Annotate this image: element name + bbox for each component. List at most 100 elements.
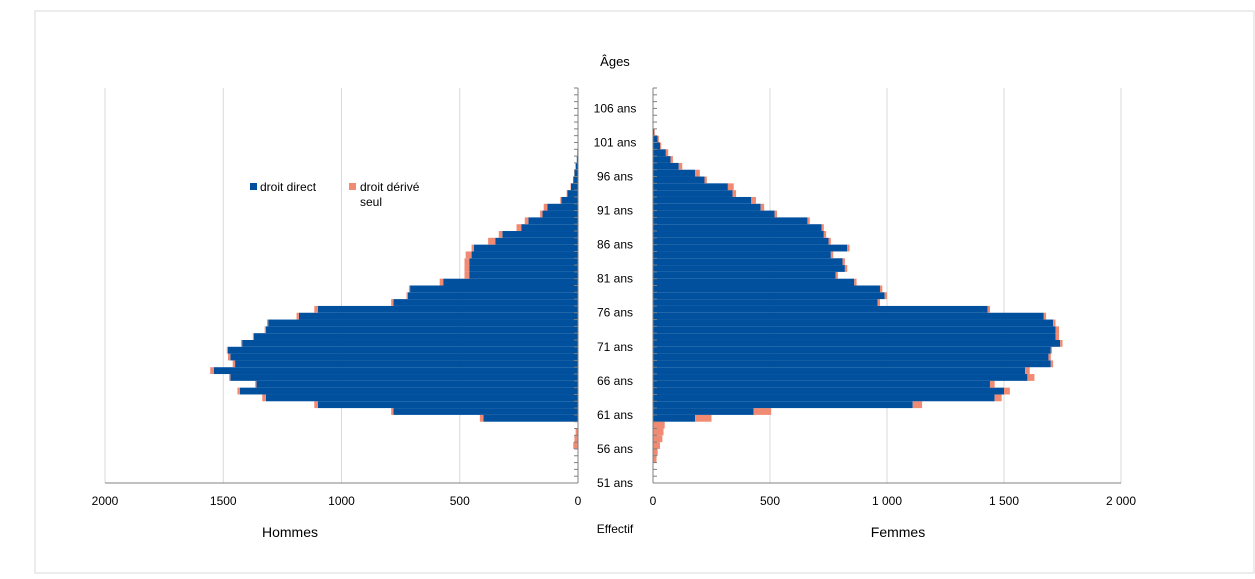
bar-women-direct [653,299,878,306]
bar-men-direct [502,231,578,238]
bar-women-direct [653,170,695,177]
bar-women-derived [843,258,845,265]
bar-men-derived [464,265,469,272]
bar-men-direct [240,388,578,395]
bar-women-direct [653,156,671,163]
bar-men-direct [547,204,578,211]
bar-women-direct [653,258,843,265]
bar-women-direct [653,408,754,415]
bar-women-derived [990,381,995,388]
bar-women-derived [847,245,849,252]
bar-women-derived [733,190,737,197]
bar-men-derived [540,211,542,218]
bar-men-derived [440,279,444,286]
bar-women-direct [653,177,704,184]
bar-men-direct [408,292,578,299]
legend-swatch-direct [250,183,257,190]
bar-women-direct [653,183,728,190]
bar-women-derived [653,422,665,429]
bar-women-derived [754,408,772,415]
bar-men-direct [469,265,578,272]
bar-women-derived [1048,354,1050,361]
bar-women-derived [831,251,833,258]
age-tick-label: 56 ans [597,442,633,456]
left-value-tick-label: 0 [575,494,582,508]
bar-women-direct [653,279,854,286]
age-tick-label: 96 ans [597,170,633,184]
right-side-label: Femmes [871,524,925,540]
age-tick-label: 86 ans [597,238,633,252]
y-axis-title: Âges [600,54,630,69]
bar-men-derived [567,190,568,197]
bar-men-direct [410,286,578,293]
bar-women-direct [653,388,1004,395]
bar-women-direct [653,367,1025,374]
bar-men-direct [543,211,578,218]
bar-men-derived [255,381,256,388]
bar-men-direct [318,306,578,313]
bar-women-direct [653,415,695,422]
bar-women-direct [653,163,679,170]
bar-women-derived [728,183,734,190]
bar-men-derived [574,435,578,442]
bar-men-derived [391,299,393,306]
bar-women-direct [653,224,821,231]
bar-women-derived [821,224,823,231]
bar-men-direct [469,272,578,279]
x-axis-title: Effectif [597,522,634,536]
age-tick-label: 81 ans [597,272,633,286]
bar-women-direct [653,360,1051,367]
bar-women-direct [653,286,880,293]
bar-men-direct [443,279,578,286]
bar-women-derived [653,442,660,449]
bar-women-direct [653,238,829,245]
bar-women-direct [653,217,807,224]
bar-women-derived [1051,347,1052,354]
left-value-tick-label: 1500 [210,494,237,508]
bar-men-derived [573,442,578,449]
age-tick-label: 101 ans [594,135,637,149]
bar-men-direct [528,217,578,224]
right-value-tick-label: 500 [760,494,780,508]
bar-women-derived [1055,333,1059,340]
bar-men-derived [464,272,469,279]
bar-men-direct [574,170,578,177]
bar-women-direct [653,394,995,401]
bar-women-derived [1004,388,1010,395]
bar-women-direct [653,306,988,313]
bar-men-derived [499,231,503,238]
left-side-label: Hommes [262,524,318,540]
age-tick-label: 71 ans [597,340,633,354]
bar-women-derived [704,177,706,184]
bar-men-derived [229,374,230,381]
bar-men-derived [237,388,239,395]
bar-men-direct [256,381,578,388]
bar-men-direct [266,394,578,401]
bar-women-direct [653,272,836,279]
bar-men-derived [480,415,484,422]
bar-women-direct [653,245,847,252]
bar-women-derived [1044,313,1046,320]
bar-women-derived [885,292,887,299]
bar-women-derived [653,435,662,442]
bar-women-derived [1053,320,1055,327]
bar-women-direct [653,149,666,156]
bar-men-direct [266,326,578,333]
bar-women-derived [653,429,664,436]
bar-women-derived [824,231,826,238]
bar-women-derived [1051,360,1053,367]
bar-men-direct [235,360,578,367]
bar-women-derived [761,204,765,211]
bar-men-direct [561,197,578,204]
age-tick-label: 76 ans [597,306,633,320]
bar-women-direct [653,333,1055,340]
bar-men-derived [314,401,318,408]
bar-men-direct [573,177,578,184]
bar-men-direct [254,333,578,340]
bar-men-derived [267,320,268,327]
bar-men-derived [544,204,548,211]
bar-women-derived [658,136,659,143]
bar-women-direct [653,347,1051,354]
bar-men-direct [299,313,578,320]
bar-men-direct [571,183,578,190]
